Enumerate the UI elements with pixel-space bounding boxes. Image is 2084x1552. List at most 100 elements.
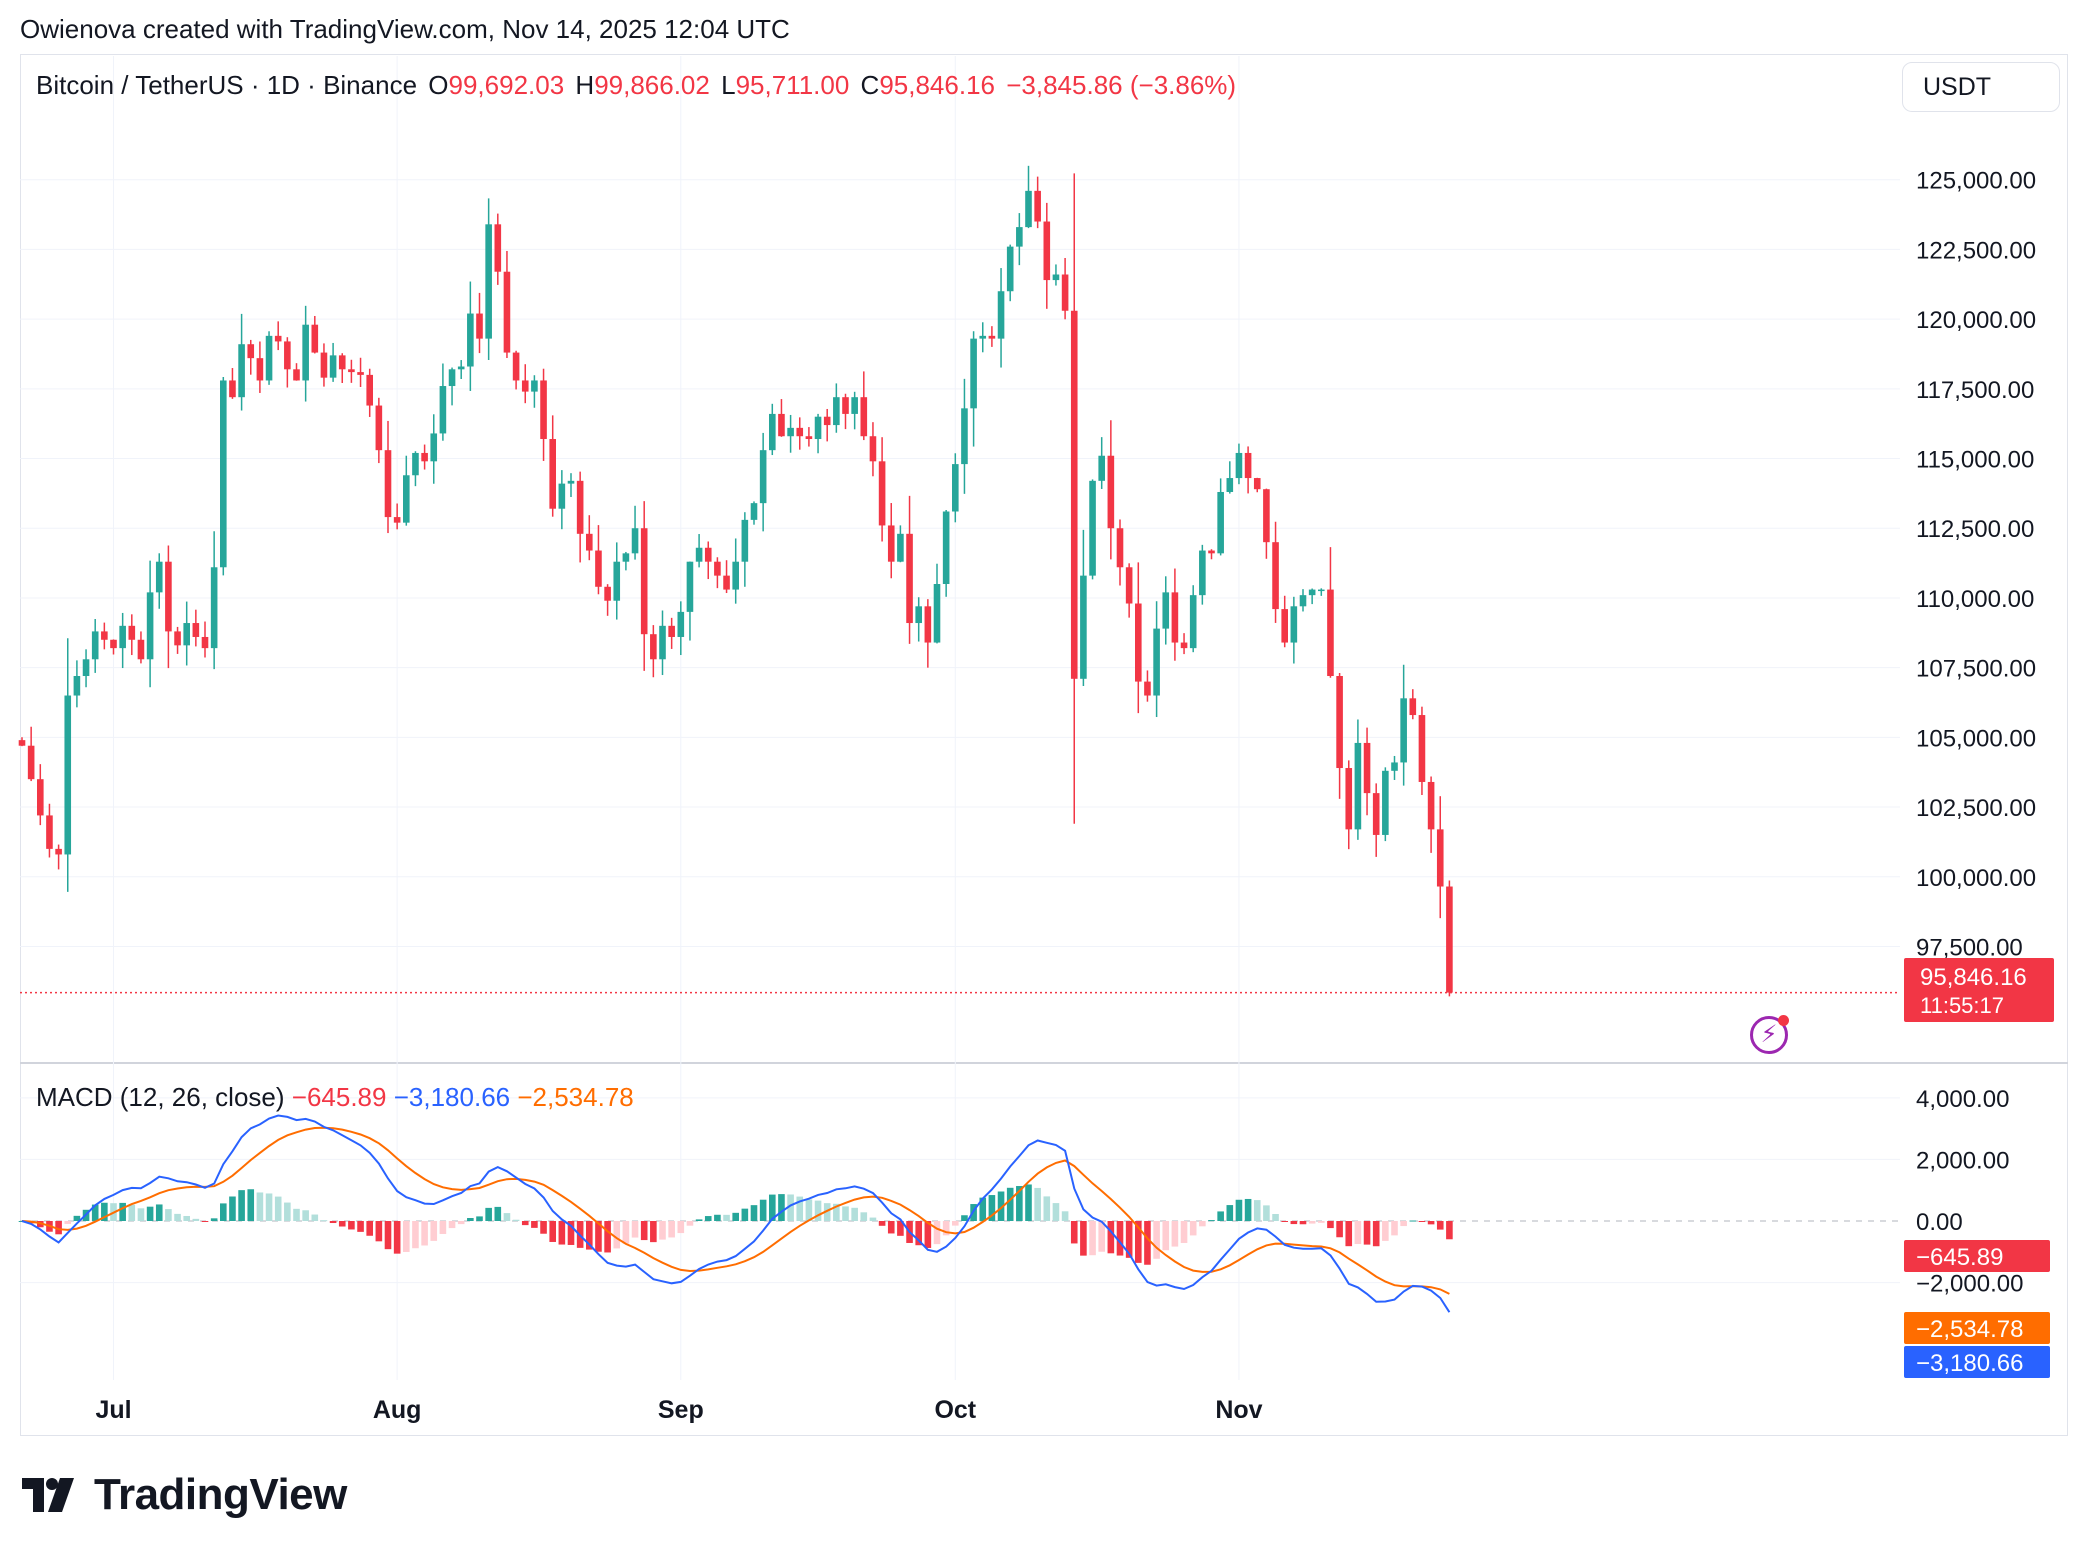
macd-histogram-bar [1372, 1221, 1380, 1247]
candle-body [412, 452, 419, 476]
macd-histogram-bar [668, 1221, 675, 1238]
macd-signal-value: −2,534.78 [517, 1082, 634, 1112]
macd-tick-label: 4,000.00 [1916, 1086, 2009, 1113]
candle-body [668, 625, 675, 637]
macd-histogram-bar [1272, 1213, 1279, 1221]
macd-tick-label: 2,000.00 [1916, 1147, 2009, 1174]
macd-histogram-bar [723, 1214, 730, 1221]
candle-body [686, 561, 694, 612]
macd-histogram-bar [1244, 1198, 1252, 1221]
chart-attribution: Owienova created with TradingView.com, N… [20, 14, 790, 44]
macd-histogram-bar [137, 1208, 145, 1221]
macd-histogram-bar [1016, 1186, 1023, 1221]
macd-histogram-bar [430, 1221, 438, 1241]
macd-histogram-bar [1354, 1221, 1362, 1245]
last-price-badge-countdown: 11:55:17 [1920, 993, 2004, 1018]
macd-histogram-bar [595, 1221, 602, 1252]
macd-histogram-bar [1336, 1221, 1343, 1238]
candle-body [531, 380, 538, 392]
candle-body [467, 313, 474, 367]
macd-histogram-bar [476, 1216, 483, 1221]
macd-histogram-bar [73, 1215, 81, 1221]
macd-histogram-bar [704, 1216, 712, 1221]
notification-dot [1778, 1015, 1789, 1026]
macd-histogram-bar [988, 1195, 996, 1221]
candle-body [1098, 455, 1105, 481]
macd-histogram-bar [357, 1221, 364, 1232]
lightning-icon[interactable]: ⚡ [1750, 1015, 1789, 1054]
macd-histogram-bar [860, 1212, 868, 1221]
macd-histogram-bar [1125, 1221, 1133, 1258]
macd-histogram-bar [1318, 1221, 1325, 1223]
candle-body [1034, 190, 1041, 222]
macd-histogram-bar [924, 1221, 932, 1248]
candle-body [704, 547, 712, 562]
macd-histogram-bar [1034, 1187, 1041, 1221]
candle-body [1199, 550, 1206, 596]
last-price-badge-value: 95,846.16 [1920, 964, 2027, 991]
candle-body [650, 634, 657, 660]
high-value: 99,866.02 [594, 70, 710, 100]
candle-body [1308, 589, 1316, 596]
currency-selector[interactable]: USDT [1902, 62, 2060, 112]
price-tick-label: 107,500.00 [1916, 656, 2036, 683]
macd-histogram-bar [979, 1197, 987, 1221]
macd-line-badge-value: −3,180.66 [1916, 1350, 2023, 1377]
candle-body [750, 503, 758, 520]
price-axis: 97,500.00 100,000.00 102,500.00 105,000.00 1… [1916, 168, 2036, 962]
price-tick-label: 117,500.00 [1916, 377, 2034, 404]
macd-histogram-bar [531, 1221, 538, 1228]
macd-histogram-bar [586, 1221, 593, 1250]
candle-body [247, 344, 255, 359]
candle-body [558, 483, 566, 509]
candle-body [1006, 246, 1014, 292]
candle-body [220, 380, 227, 568]
macd-signal-line [21, 1126, 1450, 1295]
macd-histogram-bar [220, 1203, 227, 1221]
macd-legend: MACD (12, 26, close) −645.89 −3,180.66 −… [36, 1082, 634, 1113]
candle-body [46, 815, 53, 849]
candle-body [1052, 274, 1060, 281]
candle-body [1025, 190, 1032, 228]
macd-histogram-bar [887, 1221, 895, 1234]
candle-body [961, 408, 968, 465]
macd-histogram-bar [677, 1221, 685, 1234]
candle-body [384, 450, 392, 518]
price-tick-label: 112,500.00 [1916, 516, 2034, 543]
candle-body [1171, 592, 1179, 643]
macd-histogram-bar [759, 1199, 767, 1221]
macd-line-value: −3,180.66 [393, 1082, 511, 1112]
candle-body [1253, 478, 1261, 490]
candle-body [842, 397, 849, 414]
macd-histogram-bar [201, 1221, 209, 1222]
macd-histogram-badge-value: −645.89 [1916, 1244, 2003, 1271]
price-tick-label: 122,500.00 [1916, 237, 2036, 264]
macd-histogram-bar [348, 1221, 355, 1230]
macd-pane [18, 1097, 1900, 1313]
candle-body [375, 405, 383, 451]
candle-body [1180, 642, 1188, 649]
candle-body [311, 324, 319, 353]
price-legend: Bitcoin / TetherUS · 1D · Binance O99,69… [36, 70, 1240, 101]
macd-histogram-bar [778, 1194, 785, 1221]
price-tick-label: 120,000.00 [1916, 307, 2036, 334]
candle-body [1263, 489, 1270, 543]
candle-body [27, 745, 35, 780]
candle-body [521, 380, 529, 392]
candle-body [567, 480, 575, 484]
candle-body [1235, 452, 1243, 479]
tradingview-logo-icon [22, 1478, 74, 1512]
macd-histogram-bar [631, 1221, 639, 1238]
macd-histogram-bar [1006, 1187, 1014, 1221]
macd-histogram-bar [521, 1221, 529, 1226]
candle-body [1418, 715, 1426, 782]
candle-body [1446, 886, 1453, 993]
macd-histogram-bar [732, 1212, 739, 1221]
candle-series [18, 165, 1900, 997]
macd-histogram-bar [1235, 1199, 1243, 1221]
macd-histogram-bar [284, 1202, 291, 1221]
low-label: L [721, 70, 736, 100]
macd-histogram-bar [897, 1221, 904, 1236]
macd-histogram-bar [311, 1214, 319, 1221]
